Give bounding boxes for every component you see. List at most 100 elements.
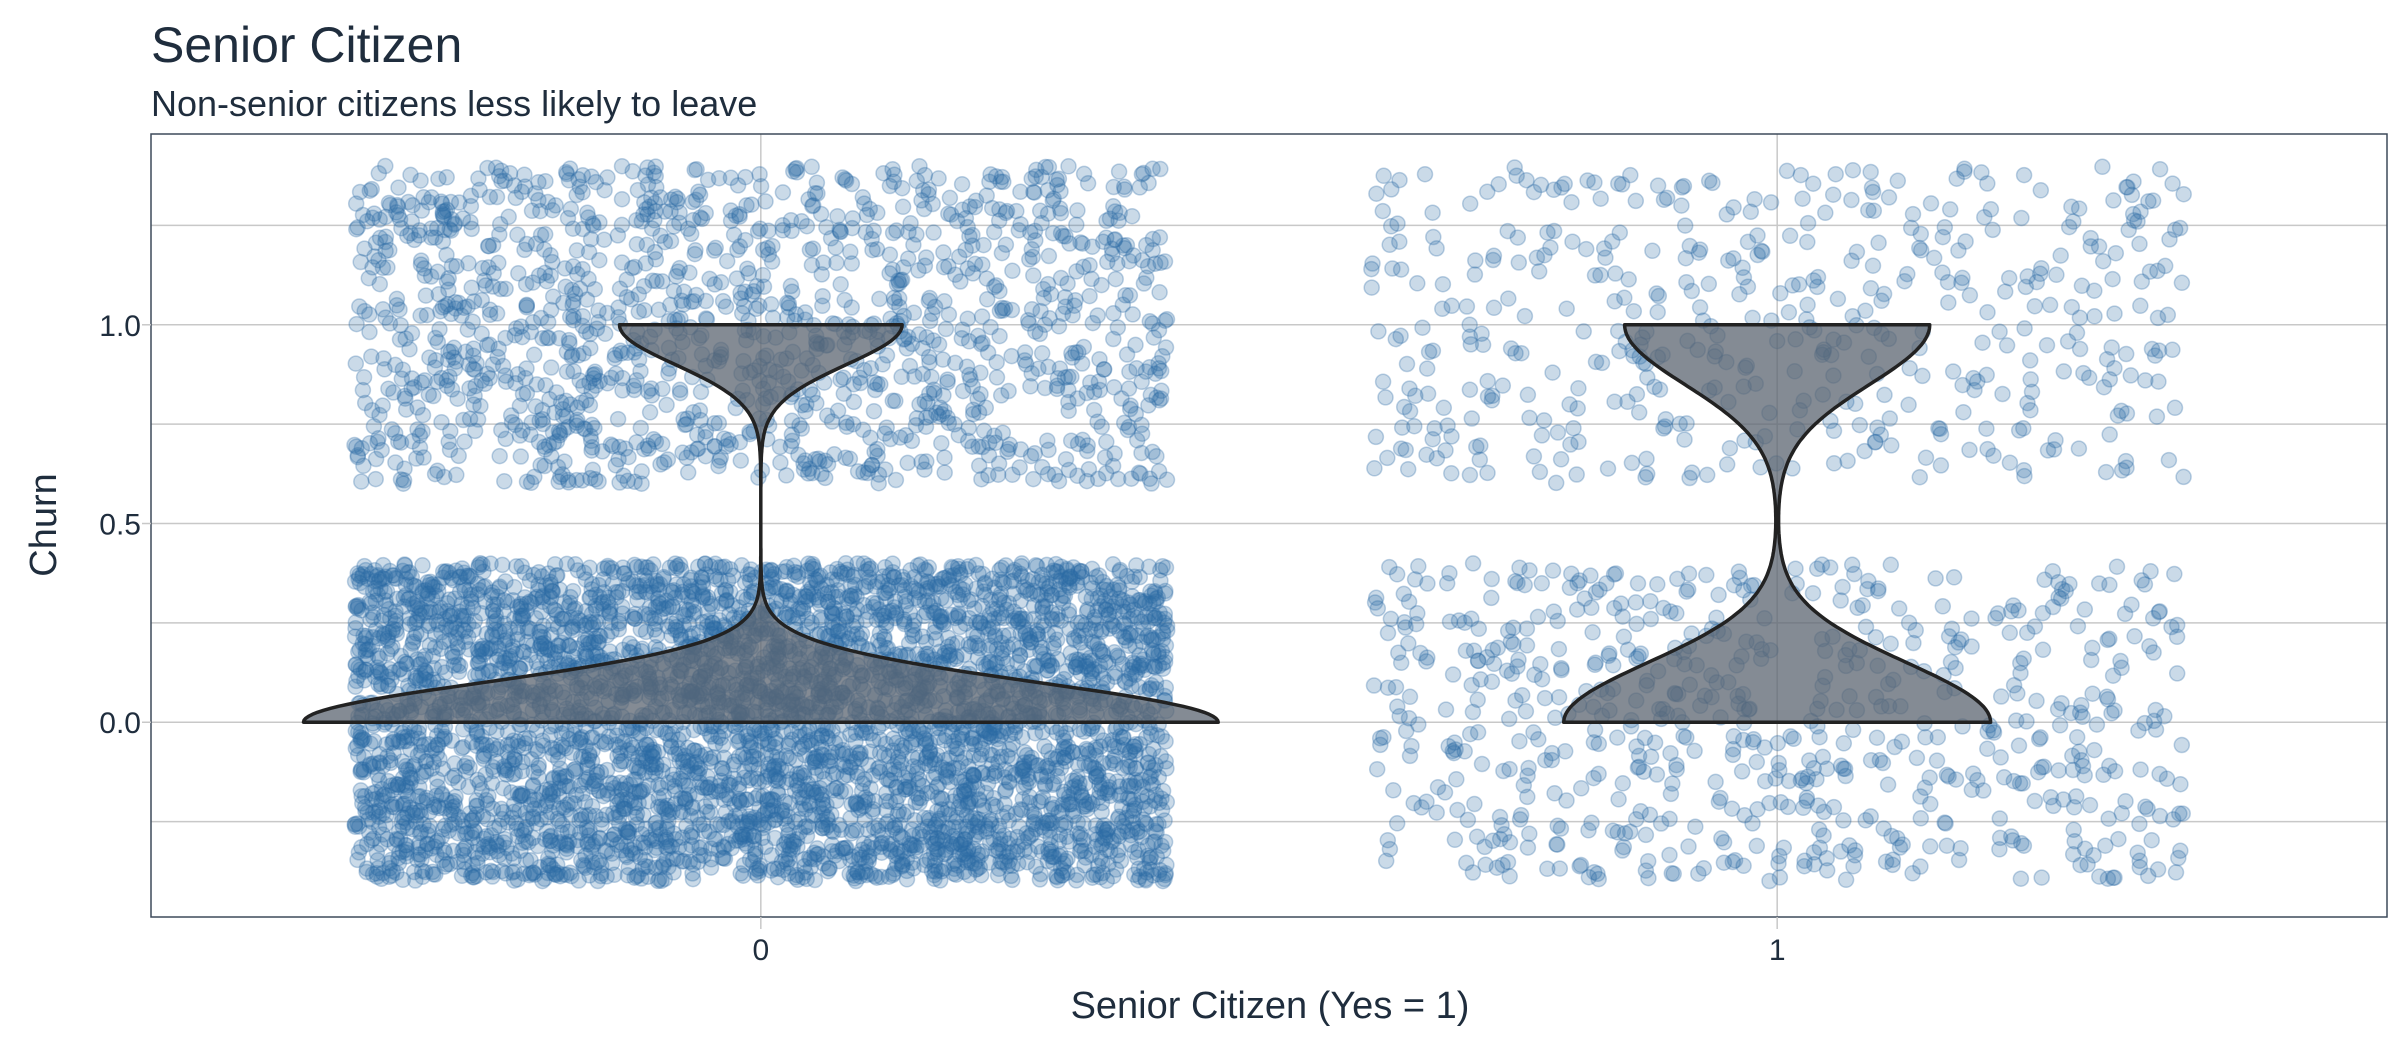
data-point — [1101, 787, 1119, 805]
data-point — [1150, 815, 1167, 833]
data-point — [1008, 843, 1026, 861]
data-point — [861, 847, 878, 865]
data-point — [919, 645, 937, 662]
data-point — [1154, 558, 1171, 575]
data-point — [795, 603, 812, 620]
data-point — [1106, 644, 1123, 661]
data-point — [600, 728, 618, 745]
data-point — [1115, 736, 1133, 754]
data-point — [826, 600, 844, 617]
data-point — [841, 587, 859, 605]
data-point — [524, 809, 542, 827]
data-point — [808, 748, 825, 765]
data-point — [591, 852, 608, 869]
data-point — [660, 806, 677, 824]
data-point — [557, 801, 575, 818]
data-point — [1025, 267, 1042, 284]
data-point — [429, 778, 446, 795]
data-point — [581, 589, 598, 607]
data-point — [841, 758, 859, 776]
data-point — [777, 583, 795, 600]
data-point — [985, 830, 1002, 848]
data-point — [1013, 557, 1030, 575]
data-point — [741, 737, 758, 755]
data-point — [674, 754, 692, 771]
data-point — [469, 849, 487, 867]
data-point — [367, 592, 384, 609]
data-point — [774, 184, 792, 201]
data-point — [1085, 866, 1102, 884]
data-point — [471, 774, 488, 792]
data-point — [830, 852, 848, 870]
data-point — [507, 646, 525, 663]
data-point — [474, 665, 491, 682]
data-point — [440, 591, 458, 608]
data-point — [1018, 581, 1036, 598]
data-point — [1037, 591, 1054, 609]
data-point — [382, 640, 400, 658]
data-point — [1081, 649, 1099, 667]
data-point — [874, 568, 892, 585]
data-point — [900, 772, 917, 789]
data-point — [759, 792, 776, 810]
data-point — [633, 783, 651, 800]
data-point — [1053, 558, 1070, 575]
data-point — [611, 807, 628, 825]
data-point — [516, 564, 534, 581]
data-point — [1033, 344, 1051, 362]
data-point — [412, 625, 430, 643]
data-point — [518, 602, 535, 620]
data-point — [1121, 611, 1139, 628]
data-point — [1142, 759, 1159, 777]
data-point — [787, 869, 804, 886]
data-point — [582, 843, 600, 861]
data-point — [533, 784, 551, 802]
data-point — [1021, 788, 1038, 806]
data-point — [1115, 817, 1133, 835]
data-point — [917, 755, 934, 772]
data-point — [404, 635, 421, 652]
data-point — [458, 755, 476, 772]
data-point — [933, 759, 951, 776]
data-point — [1133, 786, 1150, 804]
data-point — [1065, 559, 1082, 576]
data-point — [884, 555, 901, 572]
data-point — [565, 601, 583, 619]
data-point — [643, 748, 661, 765]
data-point — [422, 573, 439, 591]
data-point — [771, 750, 789, 768]
data-point — [577, 571, 595, 588]
data-point — [799, 733, 817, 750]
data-point — [1094, 820, 1111, 837]
data-point — [855, 579, 872, 596]
data-point — [556, 610, 573, 627]
data-point — [871, 744, 889, 762]
data-point — [636, 567, 653, 584]
data-point — [952, 792, 969, 810]
data-point — [570, 872, 587, 889]
data-point — [658, 803, 676, 820]
data-point — [1108, 773, 1126, 790]
data-point — [686, 603, 703, 621]
data-point — [733, 557, 751, 574]
data-point — [402, 641, 419, 659]
data-point — [620, 824, 638, 841]
data-point — [615, 800, 633, 818]
data-point — [509, 618, 527, 636]
data-point — [1127, 736, 1144, 753]
data-point — [959, 592, 977, 610]
data-point — [608, 727, 626, 744]
data-point — [1049, 872, 1066, 889]
data-point — [974, 565, 992, 583]
data-point — [397, 576, 415, 594]
data-point — [1080, 655, 1097, 672]
data-point — [971, 750, 988, 767]
data-point — [556, 624, 573, 642]
data-point — [948, 809, 965, 826]
data-point — [990, 609, 1007, 627]
data-point — [1014, 791, 1031, 808]
data-point — [1116, 741, 1134, 759]
data-point — [578, 822, 596, 839]
data-point — [411, 787, 429, 805]
data-point — [740, 825, 758, 843]
